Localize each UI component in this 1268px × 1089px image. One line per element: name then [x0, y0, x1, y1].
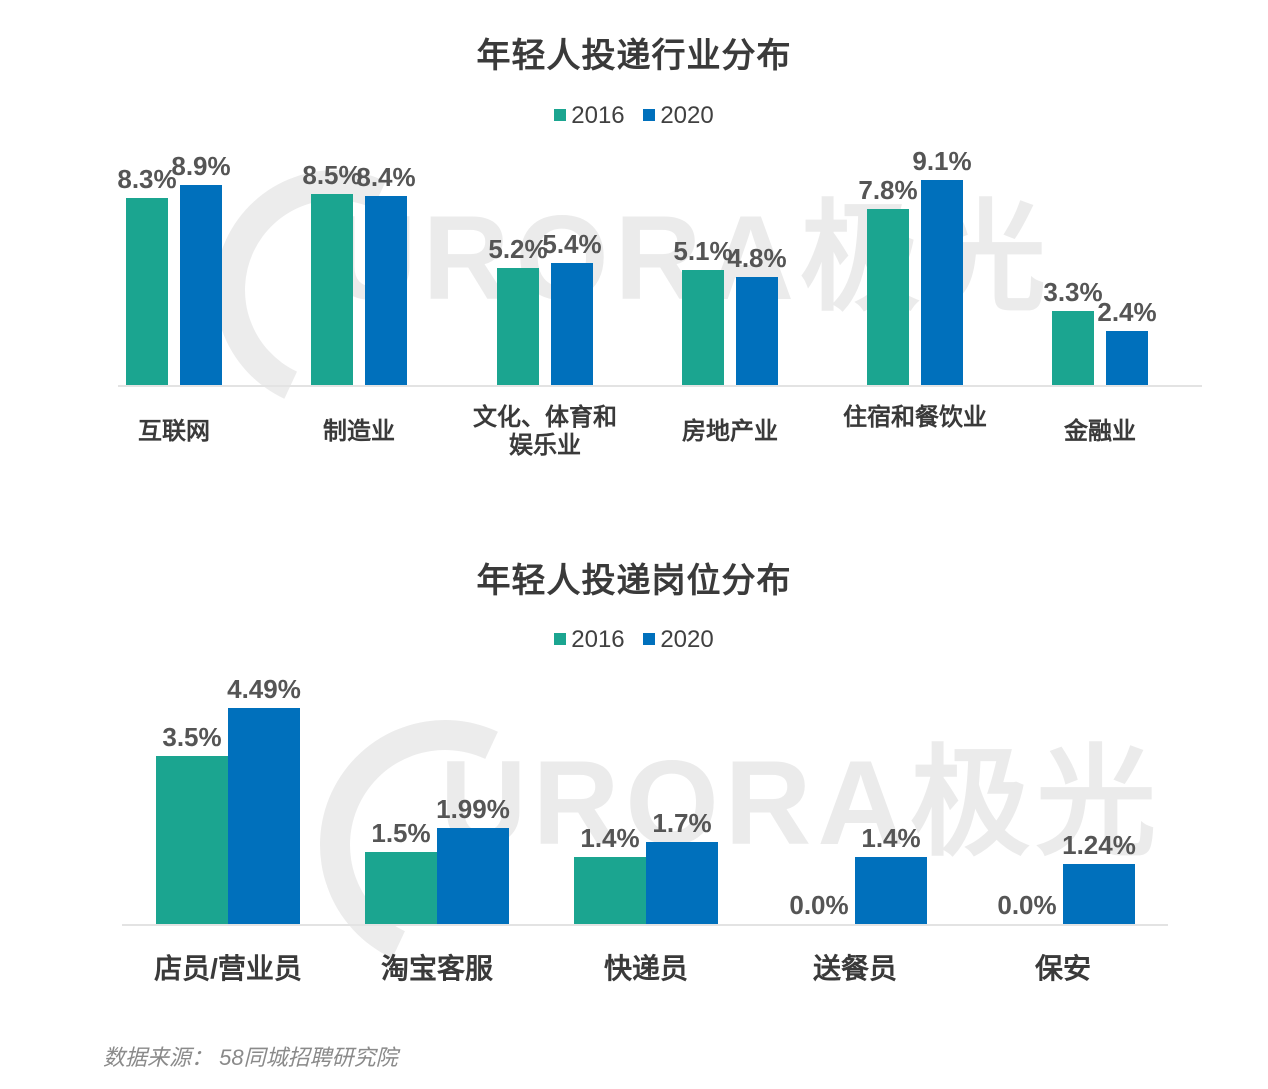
category-label: 金融业	[1064, 418, 1136, 445]
bar-2016	[365, 852, 437, 924]
legend-item-2016: 2016	[554, 626, 625, 654]
chart-title: 年轻人投递岗位分布	[476, 562, 792, 600]
x-axis-line	[118, 385, 1202, 387]
value-label: 4.8%	[727, 243, 787, 273]
category-label: 店员/营业员	[154, 953, 302, 984]
value-label: 4.49%	[227, 674, 301, 704]
value-label: 8.9%	[171, 151, 231, 181]
bar-2020	[646, 842, 718, 924]
value-label: 9.1%	[912, 146, 972, 176]
bar-2016	[156, 756, 228, 924]
chart-title: 年轻人投递行业分布	[476, 37, 792, 75]
category-label: 住宿和餐饮业	[843, 404, 987, 431]
chart-legend: 2016 2020	[0, 102, 1268, 130]
bar-2020	[1106, 331, 1148, 385]
watermark-text: URORA极光	[440, 736, 1162, 870]
value-label: 0.0%	[789, 890, 849, 920]
value-label: 8.4%	[356, 162, 416, 192]
category-label: 送餐员	[812, 953, 897, 984]
legend-swatch-2020	[643, 632, 656, 645]
chart-legend: 2016 2020	[0, 626, 1268, 654]
bar-2020	[921, 180, 963, 385]
bar-2016	[1052, 311, 1094, 385]
legend-swatch-2016	[554, 632, 567, 645]
legend-swatch-2016	[554, 108, 567, 121]
bar-2020	[1063, 864, 1135, 924]
bar-2020	[437, 828, 509, 924]
legend-swatch-2020	[643, 108, 656, 121]
bar-2020	[855, 857, 927, 924]
bar-2016	[126, 198, 168, 385]
value-label: 7.8%	[858, 175, 918, 205]
bar-2020	[365, 196, 407, 385]
category-label: 文化、体育和 娱乐业	[473, 404, 617, 459]
value-label: 1.99%	[436, 794, 510, 824]
bar-2020	[551, 263, 593, 385]
value-label: 1.24%	[1062, 830, 1136, 860]
value-label: 1.7%	[652, 808, 712, 838]
bar-2016	[867, 209, 909, 385]
value-label: 8.3%	[117, 164, 177, 194]
value-label: 5.2%	[488, 234, 548, 264]
category-label: 快递员	[603, 953, 688, 984]
bar-2020	[228, 708, 300, 924]
category-label: 淘宝客服	[380, 953, 493, 984]
value-label: 0.0%	[997, 890, 1057, 920]
bar-2016	[311, 194, 353, 385]
value-label: 5.4%	[542, 229, 602, 259]
category-label: 互联网	[138, 418, 210, 445]
value-label: 8.5%	[302, 160, 362, 190]
bar-2016	[574, 857, 646, 924]
legend-item-2020: 2020	[643, 102, 714, 130]
value-label: 3.5%	[162, 722, 222, 752]
legend-item-2016: 2016	[554, 102, 625, 130]
bar-2020	[180, 185, 222, 385]
data-source-note: 数据来源： 58同城招聘研究院	[103, 1045, 398, 1070]
bar-2020	[736, 277, 778, 385]
value-label: 1.4%	[861, 823, 921, 853]
category-label: 房地产业	[682, 418, 778, 445]
bar-2016	[497, 268, 539, 385]
bar-2016	[682, 270, 724, 385]
category-label: 保安	[1034, 953, 1091, 984]
value-label: 3.3%	[1043, 277, 1103, 307]
x-axis-line	[122, 924, 1168, 926]
value-label: 1.4%	[580, 823, 640, 853]
legend-item-2020: 2020	[643, 626, 714, 654]
value-label: 5.1%	[673, 236, 733, 266]
value-label: 2.4%	[1097, 297, 1157, 327]
category-label: 制造业	[323, 418, 395, 445]
value-label: 1.5%	[371, 818, 431, 848]
